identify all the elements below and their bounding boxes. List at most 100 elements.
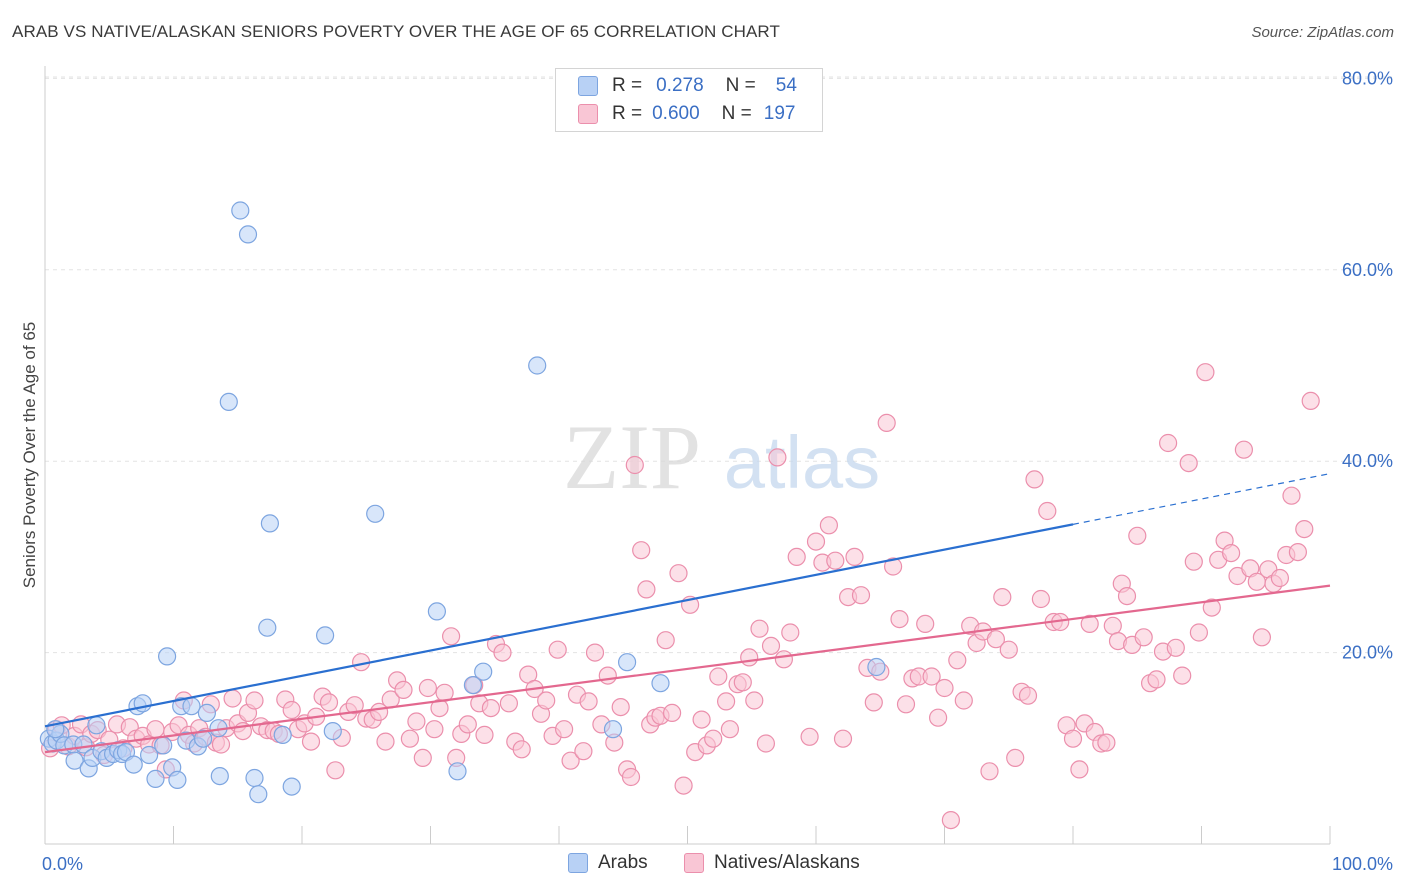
native-point	[716, 692, 736, 711]
native-point	[1184, 552, 1203, 571]
native-point	[896, 695, 916, 714]
y-tick-label: 40.0%	[1342, 451, 1393, 471]
native-point	[781, 623, 800, 642]
native-point	[656, 631, 675, 650]
native-point	[916, 614, 935, 634]
native-point	[669, 564, 688, 583]
native-point	[418, 678, 437, 698]
native-point	[1158, 433, 1178, 453]
native-point	[993, 587, 1012, 607]
arab-point	[124, 755, 143, 774]
native-point	[319, 693, 339, 712]
native-point	[826, 551, 845, 570]
native-point	[493, 643, 512, 662]
watermark-atlas: atlas	[724, 421, 880, 504]
arab-point	[65, 751, 84, 770]
native-point	[1179, 454, 1198, 473]
native-point	[400, 729, 419, 748]
x-tick-label: 100.0%	[1332, 854, 1393, 874]
native-point	[954, 691, 973, 710]
arab-point	[182, 697, 201, 716]
native-point	[1295, 519, 1314, 539]
native-point	[282, 700, 301, 720]
native-point	[537, 691, 556, 710]
native-point	[806, 532, 826, 551]
native-point	[922, 667, 941, 686]
native-point	[1097, 733, 1116, 752]
natives-swatch	[578, 104, 598, 124]
native-point	[692, 710, 711, 729]
arab-point	[316, 626, 335, 645]
arab-point	[603, 720, 623, 739]
native-point	[394, 680, 413, 700]
native-point	[704, 729, 723, 748]
arab-point	[197, 703, 216, 723]
native-point	[561, 751, 580, 770]
arab-point	[249, 785, 268, 804]
natives-r-label: R =	[612, 103, 643, 124]
arab-point	[448, 762, 467, 781]
native-point	[245, 691, 264, 710]
series-legend: Arabs Natives/Alaskans	[0, 852, 1406, 878]
native-point	[442, 627, 461, 646]
native-point	[475, 725, 494, 745]
native-point	[632, 541, 651, 560]
trend-lines	[44, 473, 1331, 754]
native-point	[211, 735, 231, 754]
native-point	[598, 666, 617, 685]
native-point	[1080, 614, 1099, 634]
native-point	[326, 761, 345, 780]
native-point	[883, 557, 903, 576]
native-point	[376, 732, 395, 751]
arabs-r-value: 0.278	[656, 75, 704, 96]
native-point	[674, 776, 693, 795]
native-point	[1202, 598, 1221, 617]
chart-title: ARAB VS NATIVE/ALASKAN SENIORS POVERTY O…	[12, 22, 780, 41]
native-point	[345, 696, 364, 715]
y-axis-label: Seniors Poverty Over the Age of 65	[20, 321, 39, 589]
native-point	[512, 740, 531, 759]
native-point	[740, 648, 759, 667]
native-point	[662, 703, 682, 723]
native-point	[935, 678, 954, 698]
native-point	[1103, 616, 1122, 635]
native-point	[146, 720, 165, 739]
native-point	[1038, 501, 1057, 521]
arab-point	[154, 736, 173, 755]
arab-point	[273, 725, 292, 745]
native-point	[481, 698, 500, 718]
natives-legend-label: Natives/Alaskans	[714, 852, 860, 873]
arab-point	[245, 768, 264, 788]
native-point	[756, 734, 776, 753]
native-point	[458, 715, 477, 734]
arab-point	[528, 356, 547, 375]
arab-point	[867, 657, 886, 677]
native-point	[845, 547, 864, 567]
native-point	[637, 580, 656, 599]
native-point	[223, 689, 242, 708]
native-point	[890, 609, 909, 629]
natives-n-value: 197	[763, 103, 796, 124]
native-point	[413, 748, 432, 768]
native-point	[625, 455, 644, 475]
native-point	[1301, 391, 1320, 410]
arab-point	[158, 647, 177, 666]
native-point	[761, 636, 781, 656]
legend-item-natives[interactable]: Natives/Alaskans	[684, 852, 860, 874]
arab-point	[238, 225, 258, 244]
native-point	[833, 729, 853, 748]
native-point	[851, 586, 871, 605]
native-point	[1173, 666, 1192, 685]
native-point	[800, 727, 819, 746]
native-point	[611, 697, 630, 717]
native-point	[1018, 686, 1038, 705]
native-point	[407, 712, 426, 731]
arabs-legend-label: Arabs	[598, 852, 648, 873]
native-point	[1134, 628, 1153, 647]
arab-point	[140, 745, 159, 765]
native-point	[928, 708, 948, 727]
legend-item-arabs[interactable]: Arabs	[568, 852, 648, 874]
native-point	[1288, 542, 1308, 562]
native-point	[768, 448, 787, 467]
native-point	[1070, 760, 1089, 779]
